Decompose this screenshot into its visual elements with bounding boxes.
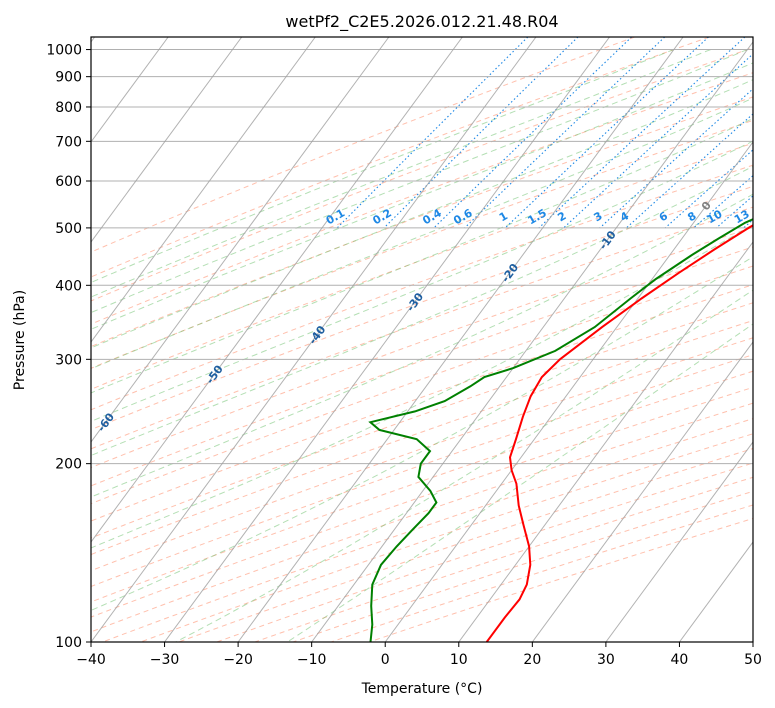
y-tick-label: 300 [55, 352, 82, 368]
dry-adiabat [101, 418, 753, 642]
dry-adiabat [91, 226, 753, 469]
y-axis-label: Pressure (hPa) [12, 290, 28, 390]
chart-title: wetPf2_C2E5.2026.012.21.48.R04 [285, 12, 558, 32]
isotherm [91, 37, 390, 443]
mixing-ratio-line [538, 37, 746, 229]
dry-adiabat [91, 386, 753, 618]
isotherm [164, 37, 610, 642]
mixing-ratio-line [433, 37, 632, 229]
dry-adiabat [91, 354, 753, 588]
plot-frame [90, 36, 754, 643]
y-axis: 100 200 300 400 500 600 700 800 900 1000 [46, 43, 91, 651]
isotherm [752, 641, 753, 642]
isotherm-label: -70 [0, 461, 6, 485]
y-tick-label: 600 [55, 174, 82, 190]
dry-adiabat [91, 284, 753, 522]
moist-adiabat [91, 49, 748, 314]
dry-adiabat [177, 447, 753, 642]
dry-adiabat [91, 206, 753, 450]
x-tick-label: 30 [597, 652, 615, 668]
isotherm [91, 37, 316, 343]
y-tick-label: 1000 [46, 43, 82, 59]
y-tick-label: 700 [55, 134, 82, 150]
mixing-ratio-line [599, 88, 753, 229]
x-tick-label: 10 [450, 652, 468, 668]
y-tick-label: 200 [55, 457, 82, 473]
isotherm [605, 441, 753, 642]
mixing-ratio-line [693, 174, 753, 229]
isotherm [91, 37, 169, 143]
moist-adiabat [91, 49, 675, 284]
isotherm [384, 141, 753, 642]
x-tick-label: 20 [523, 652, 541, 668]
isotherm [531, 341, 753, 642]
mixing-ratio-label: 16 [754, 207, 774, 226]
isotherm [237, 37, 684, 642]
mixing-ratio-line [563, 53, 753, 229]
dry-adiabat [91, 337, 753, 572]
mixing-ratio-line [336, 37, 529, 229]
isotherm [458, 241, 753, 642]
dry-adiabat [91, 265, 753, 505]
x-tick-label: −10 [297, 652, 327, 668]
x-axis-label: Temperature (°C) [361, 681, 483, 697]
y-tick-label: 900 [55, 70, 82, 86]
isotherm [311, 41, 753, 642]
moist-adiabat [91, 49, 711, 298]
isotherm [91, 37, 243, 243]
y-tick-label: 400 [55, 278, 82, 294]
dry-adiabat [329, 504, 753, 642]
dry-adiabat [91, 142, 753, 390]
dry-adiabat [91, 37, 635, 253]
mixing-ratio-line [766, 37, 775, 228]
temperature-line [485, 224, 753, 642]
moist-adiabat [91, 223, 753, 549]
isotherm [91, 37, 537, 642]
x-tick-label: 0 [381, 652, 390, 668]
dry-adiabat [91, 96, 753, 348]
plot-background [91, 37, 753, 642]
y-tick-label: 100 [55, 635, 82, 651]
moist-adiabat [91, 79, 753, 349]
moist-adiabat [91, 193, 753, 498]
x-tick-label: 40 [671, 652, 689, 668]
dewpoint-line [368, 218, 753, 642]
x-tick-label: −40 [76, 652, 106, 668]
x-axis: −40 −30 −20 −10 0 10 20 30 40 50 [76, 642, 762, 668]
y-tick-label: 500 [55, 221, 82, 237]
moist-adiabat [91, 62, 753, 330]
x-tick-label: −20 [223, 652, 253, 668]
dry-adiabat [253, 476, 753, 642]
x-tick-label: −30 [150, 652, 180, 668]
x-tick-label: 50 [744, 652, 762, 668]
profile-lines [368, 218, 753, 642]
isotherm [91, 37, 463, 543]
y-tick-label: 800 [55, 100, 82, 116]
